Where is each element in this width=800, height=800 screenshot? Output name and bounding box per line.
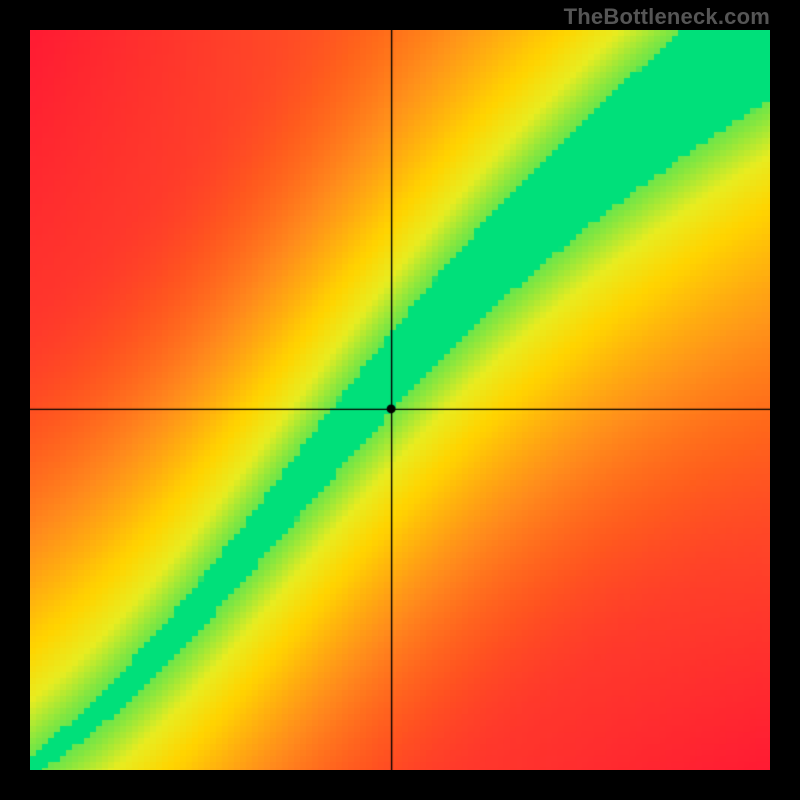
bottleneck-heatmap xyxy=(30,30,770,770)
watermark-text: TheBottleneck.com xyxy=(564,4,770,30)
